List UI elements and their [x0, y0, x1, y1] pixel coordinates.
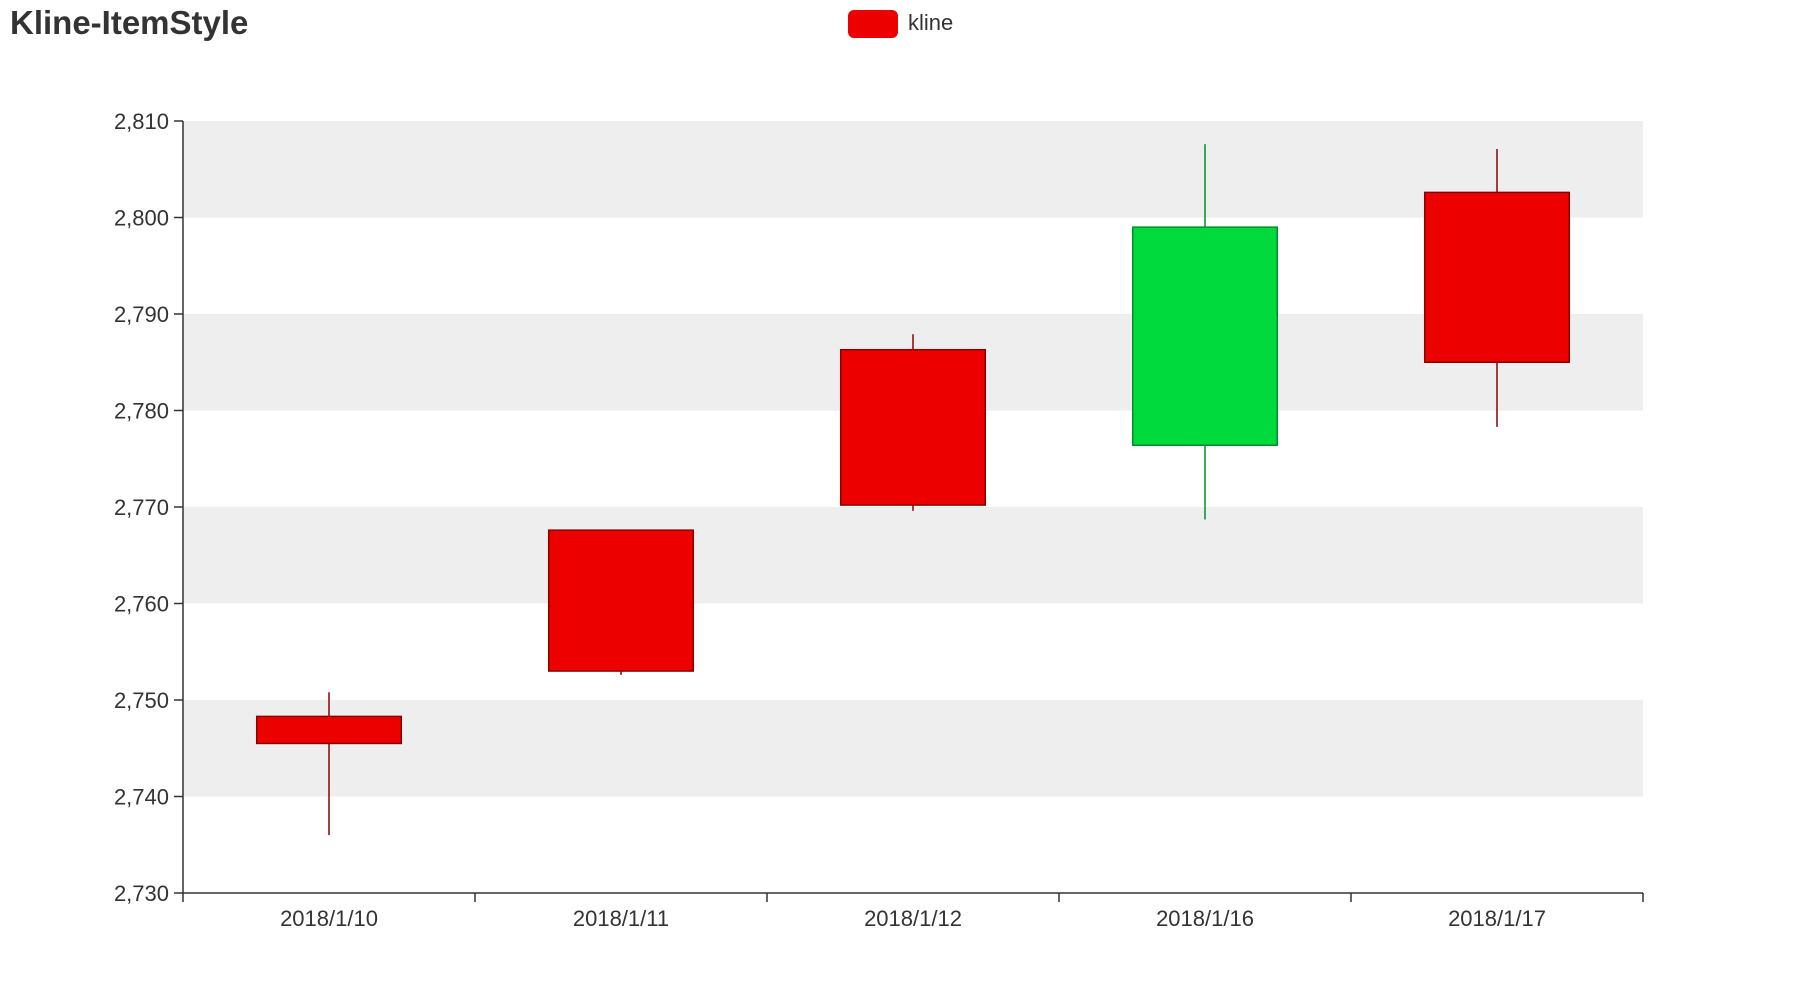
split-area-band [183, 603, 1643, 700]
candle-body [255, 715, 403, 745]
y-tick-label: 2,780 [114, 399, 169, 424]
y-tick-label: 2,750 [114, 688, 169, 713]
split-area-band [183, 796, 1643, 893]
candle-body [839, 348, 987, 506]
candle[interactable] [1131, 144, 1279, 520]
split-area-band [183, 121, 1643, 218]
x-tick-label: 2018/1/17 [1448, 906, 1546, 931]
split-area-band [183, 217, 1643, 314]
y-tick-label: 2,810 [114, 109, 169, 134]
y-tick-label: 2,770 [114, 495, 169, 520]
split-area-band [183, 507, 1643, 604]
y-tick-label: 2,760 [114, 592, 169, 617]
split-area-band [183, 700, 1643, 797]
legend-label: kline [908, 10, 953, 35]
candles [255, 144, 1571, 836]
y-tick-label: 2,790 [114, 302, 169, 327]
x-tick-label: 2018/1/16 [1156, 906, 1254, 931]
candle-body [547, 529, 695, 672]
legend-item[interactable]: kline [848, 10, 953, 38]
candle[interactable] [547, 529, 695, 675]
candle-body [1131, 226, 1279, 446]
y-tick-label: 2,800 [114, 206, 169, 231]
y-tick-label: 2,740 [114, 785, 169, 810]
x-tick-label: 2018/1/12 [864, 906, 962, 931]
x-tick-label: 2018/1/10 [280, 906, 378, 931]
x-tick-label: 2018/1/11 [573, 906, 669, 931]
candle[interactable] [255, 692, 403, 836]
legend-swatch [848, 10, 898, 38]
y-axis-ticks: 2,730 2,740 2,750 2,760 2,770 2,780 2,790 2,800… [114, 109, 183, 906]
candle-body [1423, 191, 1571, 363]
axes: 2,730 2,740 2,750 2,760 2,770 2,780 2,790 2,800… [114, 109, 1644, 931]
y-tick-label: 2,730 [114, 881, 169, 906]
candle[interactable] [839, 334, 987, 511]
chart-title: Kline-ItemStyle [10, 4, 249, 41]
x-axis-ticks: 2018/1/10 2018/1/11 2018/1/12 2018/1/16 2018… [182, 893, 1644, 931]
legend[interactable]: kline [848, 10, 953, 38]
candle[interactable] [1423, 148, 1571, 427]
